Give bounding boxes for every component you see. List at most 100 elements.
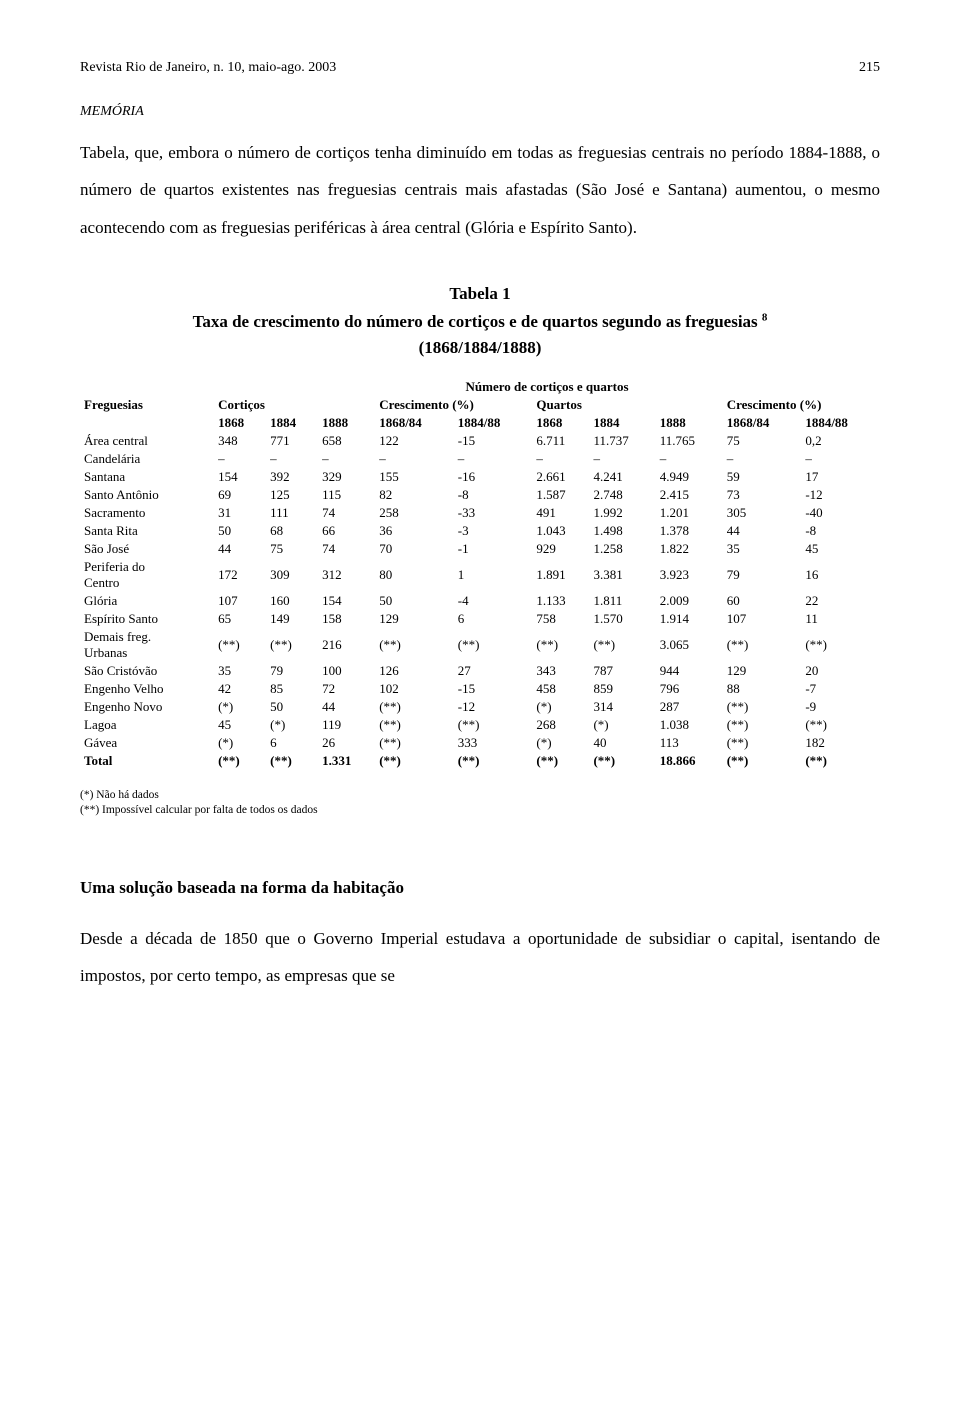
cell: – bbox=[266, 450, 318, 468]
cell: – bbox=[801, 450, 880, 468]
cell: (**) bbox=[589, 628, 655, 662]
cell: 1.043 bbox=[532, 522, 589, 540]
cell: (**) bbox=[454, 752, 533, 770]
cell: (**) bbox=[375, 752, 454, 770]
cell: (**) bbox=[454, 628, 533, 662]
cell: 309 bbox=[266, 558, 318, 592]
section-heading: Uma solução baseada na forma da habitaçã… bbox=[80, 878, 880, 898]
cell: 154 bbox=[318, 592, 375, 610]
table-row: Espírito Santo6514915812967581.5701.9141… bbox=[80, 610, 880, 628]
cell: -12 bbox=[454, 698, 533, 716]
cell: (**) bbox=[532, 752, 589, 770]
cell: (*) bbox=[589, 716, 655, 734]
cell: 35 bbox=[214, 662, 266, 680]
table-row: Total(**)(**)1.331(**)(**)(**)(**)18.866… bbox=[80, 752, 880, 770]
cell: (*) bbox=[214, 734, 266, 752]
cell: 348 bbox=[214, 432, 266, 450]
row-label: Candelária bbox=[80, 450, 214, 468]
row-label: Santo Antônio bbox=[80, 486, 214, 504]
cell: 172 bbox=[214, 558, 266, 592]
cell: 88 bbox=[723, 680, 802, 698]
row-label: Lagoa bbox=[80, 716, 214, 734]
row-label: Engenho Novo bbox=[80, 698, 214, 716]
cell: (*) bbox=[532, 734, 589, 752]
footnote-2: (**) Impossível calcular por falta de to… bbox=[80, 803, 880, 818]
cell: 287 bbox=[656, 698, 723, 716]
cell: 787 bbox=[589, 662, 655, 680]
table-row: Santana154392329155-162.6614.2414.949591… bbox=[80, 468, 880, 486]
col-year: 1868 bbox=[532, 414, 589, 432]
cell: 6 bbox=[454, 610, 533, 628]
cell: 392 bbox=[266, 468, 318, 486]
cell: -3 bbox=[454, 522, 533, 540]
cell: 115 bbox=[318, 486, 375, 504]
cell: 2.661 bbox=[532, 468, 589, 486]
closing-paragraph: Desde a década de 1850 que o Governo Imp… bbox=[80, 920, 880, 995]
cell: -15 bbox=[454, 680, 533, 698]
cell: 1.201 bbox=[656, 504, 723, 522]
section-label: MEMÓRIA bbox=[80, 104, 880, 120]
cell: 1.811 bbox=[589, 592, 655, 610]
cell: (*) bbox=[532, 698, 589, 716]
cell: 1 bbox=[454, 558, 533, 592]
runhead-journal: Revista Rio de Janeiro, n. 10, maio-ago.… bbox=[80, 60, 336, 76]
col-year: 1868 bbox=[214, 414, 266, 432]
cell: 796 bbox=[656, 680, 723, 698]
cell: 2.009 bbox=[656, 592, 723, 610]
cell: (**) bbox=[723, 716, 802, 734]
cell: 758 bbox=[532, 610, 589, 628]
cell: 82 bbox=[375, 486, 454, 504]
cell: (**) bbox=[454, 716, 533, 734]
cell: 333 bbox=[454, 734, 533, 752]
cell: 258 bbox=[375, 504, 454, 522]
cell: (**) bbox=[801, 752, 880, 770]
col-numero: Número de cortiços e quartos bbox=[214, 378, 880, 396]
cell: 80 bbox=[375, 558, 454, 592]
cell: 216 bbox=[318, 628, 375, 662]
col-year: 1884/88 bbox=[801, 414, 880, 432]
cell: 50 bbox=[266, 698, 318, 716]
cell: 11.765 bbox=[656, 432, 723, 450]
cell: 491 bbox=[532, 504, 589, 522]
table-row: Santo Antônio6912511582-81.5872.7482.415… bbox=[80, 486, 880, 504]
cell: 458 bbox=[532, 680, 589, 698]
cell: 65 bbox=[214, 610, 266, 628]
table-title-block: Tabela 1 Taxa de crescimento do número d… bbox=[80, 282, 880, 358]
cell: 69 bbox=[214, 486, 266, 504]
cell: 18.866 bbox=[656, 752, 723, 770]
cell: 149 bbox=[266, 610, 318, 628]
row-label: São José bbox=[80, 540, 214, 558]
cell: 1.570 bbox=[589, 610, 655, 628]
cell: (*) bbox=[266, 716, 318, 734]
table-row: Demais freg.Urbanas(**)(**)216(**)(**)(*… bbox=[80, 628, 880, 662]
cell: 72 bbox=[318, 680, 375, 698]
cell: 119 bbox=[318, 716, 375, 734]
intro-paragraph: Tabela, que, embora o número de cortiços… bbox=[80, 134, 880, 246]
cell: 73 bbox=[723, 486, 802, 504]
table-row: Periferia doCentro1723093128011.8913.381… bbox=[80, 558, 880, 592]
cell: 343 bbox=[532, 662, 589, 680]
cell: 1.992 bbox=[589, 504, 655, 522]
cell: 102 bbox=[375, 680, 454, 698]
cell: 1.038 bbox=[656, 716, 723, 734]
cell: 11 bbox=[801, 610, 880, 628]
footnote-1: (*) Não há dados bbox=[80, 788, 880, 803]
cell: – bbox=[656, 450, 723, 468]
cell: 129 bbox=[723, 662, 802, 680]
cell: -33 bbox=[454, 504, 533, 522]
col-corticos: Cortiços bbox=[214, 396, 375, 414]
cell: (**) bbox=[214, 628, 266, 662]
cell: -8 bbox=[454, 486, 533, 504]
cell: 11.737 bbox=[589, 432, 655, 450]
table-row: Sacramento3111174258-334911.9921.201305-… bbox=[80, 504, 880, 522]
cell: 100 bbox=[318, 662, 375, 680]
cell: 79 bbox=[266, 662, 318, 680]
cell: 68 bbox=[266, 522, 318, 540]
table-title-text: Taxa de crescimento do número de cortiço… bbox=[193, 312, 762, 331]
col-year: 1884 bbox=[589, 414, 655, 432]
col-cresc-corticos: Crescimento (%) bbox=[375, 396, 532, 414]
col-year: 1888 bbox=[318, 414, 375, 432]
cell: 113 bbox=[656, 734, 723, 752]
col-year: 1868/84 bbox=[723, 414, 802, 432]
cell: 60 bbox=[723, 592, 802, 610]
